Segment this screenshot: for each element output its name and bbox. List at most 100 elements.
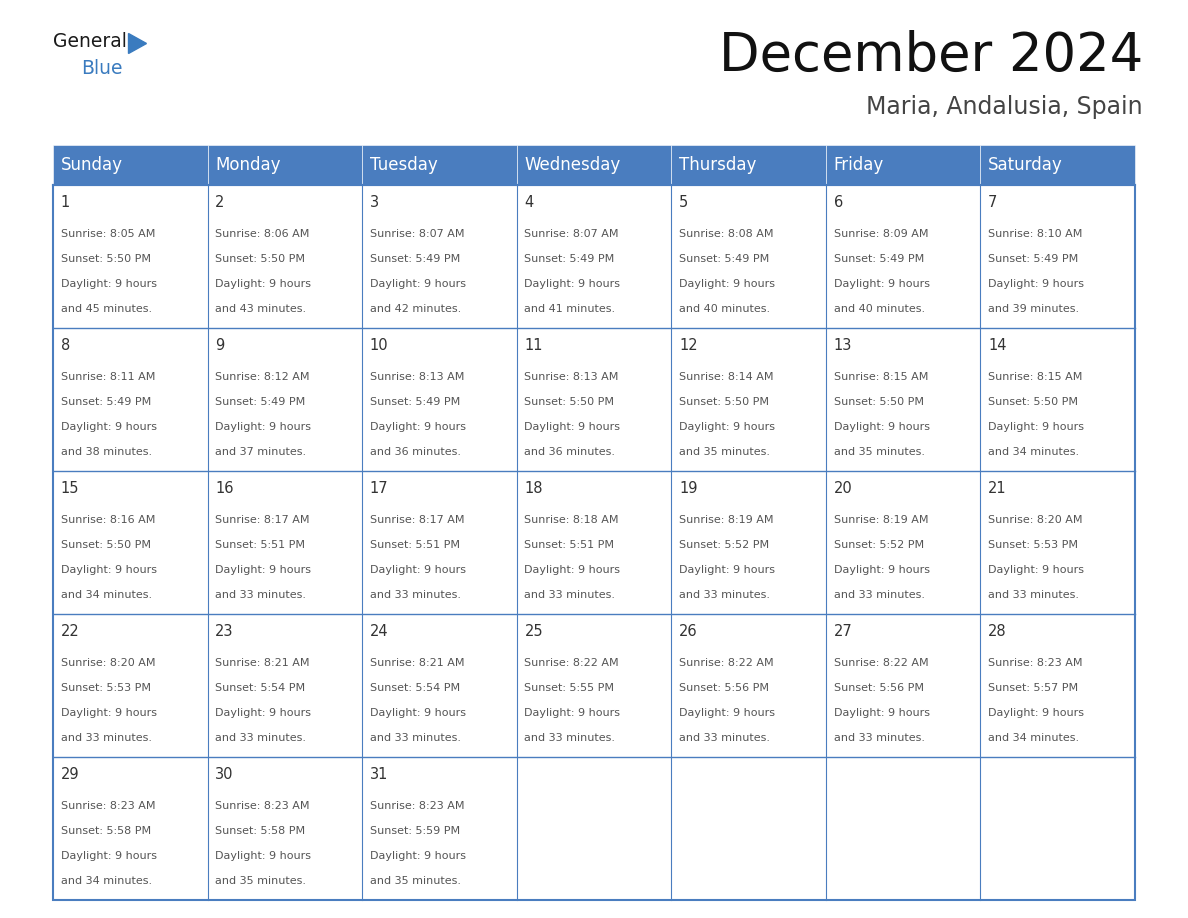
Text: Sunset: 5:58 PM: Sunset: 5:58 PM (215, 825, 305, 835)
Text: Daylight: 9 hours: Daylight: 9 hours (680, 708, 775, 718)
Text: 13: 13 (834, 338, 852, 353)
Text: Sunset: 5:50 PM: Sunset: 5:50 PM (524, 397, 614, 407)
Text: Sunrise: 8:22 AM: Sunrise: 8:22 AM (680, 657, 773, 667)
Text: Sunrise: 8:05 AM: Sunrise: 8:05 AM (61, 229, 156, 239)
Text: and 33 minutes.: and 33 minutes. (680, 733, 770, 743)
Text: Daylight: 9 hours: Daylight: 9 hours (369, 565, 466, 575)
Text: and 43 minutes.: and 43 minutes. (215, 304, 307, 314)
Text: and 33 minutes.: and 33 minutes. (988, 589, 1079, 599)
Text: Sunrise: 8:13 AM: Sunrise: 8:13 AM (369, 372, 465, 382)
Text: Daylight: 9 hours: Daylight: 9 hours (988, 279, 1085, 288)
Text: Sunset: 5:51 PM: Sunset: 5:51 PM (369, 540, 460, 550)
Text: Maria, Andalusia, Spain: Maria, Andalusia, Spain (866, 95, 1143, 119)
Text: Sunrise: 8:15 AM: Sunrise: 8:15 AM (988, 372, 1082, 382)
Text: Sunset: 5:57 PM: Sunset: 5:57 PM (988, 683, 1079, 693)
Text: Sunrise: 8:19 AM: Sunrise: 8:19 AM (680, 515, 773, 524)
Text: Daylight: 9 hours: Daylight: 9 hours (834, 565, 929, 575)
Text: Sunset: 5:50 PM: Sunset: 5:50 PM (988, 397, 1079, 407)
Text: 4: 4 (524, 195, 533, 210)
Bar (517, 145, 671, 185)
Text: Daylight: 9 hours: Daylight: 9 hours (680, 565, 775, 575)
Text: and 34 minutes.: and 34 minutes. (61, 589, 152, 599)
Text: 26: 26 (680, 624, 697, 639)
Text: 21: 21 (988, 481, 1006, 496)
Text: Sunrise: 8:21 AM: Sunrise: 8:21 AM (369, 657, 465, 667)
Text: Daylight: 9 hours: Daylight: 9 hours (215, 279, 311, 288)
Text: Sunrise: 8:17 AM: Sunrise: 8:17 AM (215, 515, 310, 524)
Text: Sunrise: 8:10 AM: Sunrise: 8:10 AM (988, 229, 1082, 239)
Text: 3: 3 (369, 195, 379, 210)
Text: Daylight: 9 hours: Daylight: 9 hours (61, 708, 157, 718)
Text: Sunrise: 8:09 AM: Sunrise: 8:09 AM (834, 229, 928, 239)
Text: Sunrise: 8:07 AM: Sunrise: 8:07 AM (524, 229, 619, 239)
Text: 15: 15 (61, 481, 80, 496)
Text: Daylight: 9 hours: Daylight: 9 hours (524, 279, 620, 288)
Bar (671, 145, 826, 185)
Text: Daylight: 9 hours: Daylight: 9 hours (369, 708, 466, 718)
Text: and 33 minutes.: and 33 minutes. (834, 589, 924, 599)
Text: Sunset: 5:50 PM: Sunset: 5:50 PM (61, 540, 151, 550)
Text: 17: 17 (369, 481, 388, 496)
Text: Sunrise: 8:11 AM: Sunrise: 8:11 AM (61, 372, 156, 382)
Text: Sunrise: 8:13 AM: Sunrise: 8:13 AM (524, 372, 619, 382)
Text: Sunrise: 8:16 AM: Sunrise: 8:16 AM (61, 515, 156, 524)
Text: and 40 minutes.: and 40 minutes. (834, 304, 924, 314)
Text: 16: 16 (215, 481, 234, 496)
Text: Sunday: Sunday (61, 156, 122, 174)
Text: Sunset: 5:52 PM: Sunset: 5:52 PM (680, 540, 769, 550)
Text: 1: 1 (61, 195, 70, 210)
Text: Sunrise: 8:20 AM: Sunrise: 8:20 AM (61, 657, 156, 667)
Text: 2: 2 (215, 195, 225, 210)
Text: 11: 11 (524, 338, 543, 353)
Bar (208, 145, 362, 185)
Text: Daylight: 9 hours: Daylight: 9 hours (834, 708, 929, 718)
Text: Sunrise: 8:22 AM: Sunrise: 8:22 AM (834, 657, 928, 667)
Text: Sunset: 5:55 PM: Sunset: 5:55 PM (524, 683, 614, 693)
Text: Daylight: 9 hours: Daylight: 9 hours (369, 851, 466, 861)
Text: and 33 minutes.: and 33 minutes. (680, 589, 770, 599)
Text: Daylight: 9 hours: Daylight: 9 hours (369, 279, 466, 288)
Text: Sunrise: 8:14 AM: Sunrise: 8:14 AM (680, 372, 773, 382)
Text: Sunrise: 8:23 AM: Sunrise: 8:23 AM (61, 800, 156, 811)
Text: Sunset: 5:59 PM: Sunset: 5:59 PM (369, 825, 460, 835)
Polygon shape (128, 33, 146, 53)
Text: Sunrise: 8:18 AM: Sunrise: 8:18 AM (524, 515, 619, 524)
Text: 23: 23 (215, 624, 234, 639)
Text: Daylight: 9 hours: Daylight: 9 hours (524, 421, 620, 431)
Text: and 33 minutes.: and 33 minutes. (524, 733, 615, 743)
Text: General: General (53, 32, 127, 51)
Text: Tuesday: Tuesday (369, 156, 437, 174)
Text: Sunrise: 8:19 AM: Sunrise: 8:19 AM (834, 515, 928, 524)
Text: 22: 22 (61, 624, 80, 639)
Text: 31: 31 (369, 767, 388, 782)
Text: Daylight: 9 hours: Daylight: 9 hours (215, 708, 311, 718)
Text: Sunset: 5:49 PM: Sunset: 5:49 PM (988, 253, 1079, 263)
Text: Sunset: 5:50 PM: Sunset: 5:50 PM (61, 253, 151, 263)
Text: 14: 14 (988, 338, 1006, 353)
Text: and 35 minutes.: and 35 minutes. (680, 447, 770, 456)
Text: Sunset: 5:49 PM: Sunset: 5:49 PM (369, 397, 460, 407)
Text: Sunrise: 8:23 AM: Sunrise: 8:23 AM (988, 657, 1082, 667)
Text: 25: 25 (524, 624, 543, 639)
Text: December 2024: December 2024 (719, 30, 1143, 82)
Text: Daylight: 9 hours: Daylight: 9 hours (61, 565, 157, 575)
Text: 27: 27 (834, 624, 852, 639)
Text: and 36 minutes.: and 36 minutes. (369, 447, 461, 456)
Text: Sunset: 5:50 PM: Sunset: 5:50 PM (680, 397, 769, 407)
Text: 9: 9 (215, 338, 225, 353)
Text: Daylight: 9 hours: Daylight: 9 hours (524, 565, 620, 575)
Text: and 34 minutes.: and 34 minutes. (61, 876, 152, 886)
Text: and 33 minutes.: and 33 minutes. (215, 589, 307, 599)
Text: 5: 5 (680, 195, 688, 210)
Text: and 35 minutes.: and 35 minutes. (369, 876, 461, 886)
Text: Sunrise: 8:07 AM: Sunrise: 8:07 AM (369, 229, 465, 239)
Text: Sunrise: 8:08 AM: Sunrise: 8:08 AM (680, 229, 773, 239)
Text: and 38 minutes.: and 38 minutes. (61, 447, 152, 456)
Text: Sunset: 5:54 PM: Sunset: 5:54 PM (369, 683, 460, 693)
Text: Sunset: 5:56 PM: Sunset: 5:56 PM (680, 683, 769, 693)
Text: and 33 minutes.: and 33 minutes. (834, 733, 924, 743)
Text: Daylight: 9 hours: Daylight: 9 hours (61, 851, 157, 861)
Text: Daylight: 9 hours: Daylight: 9 hours (834, 421, 929, 431)
Text: and 33 minutes.: and 33 minutes. (524, 589, 615, 599)
Text: Daylight: 9 hours: Daylight: 9 hours (215, 565, 311, 575)
